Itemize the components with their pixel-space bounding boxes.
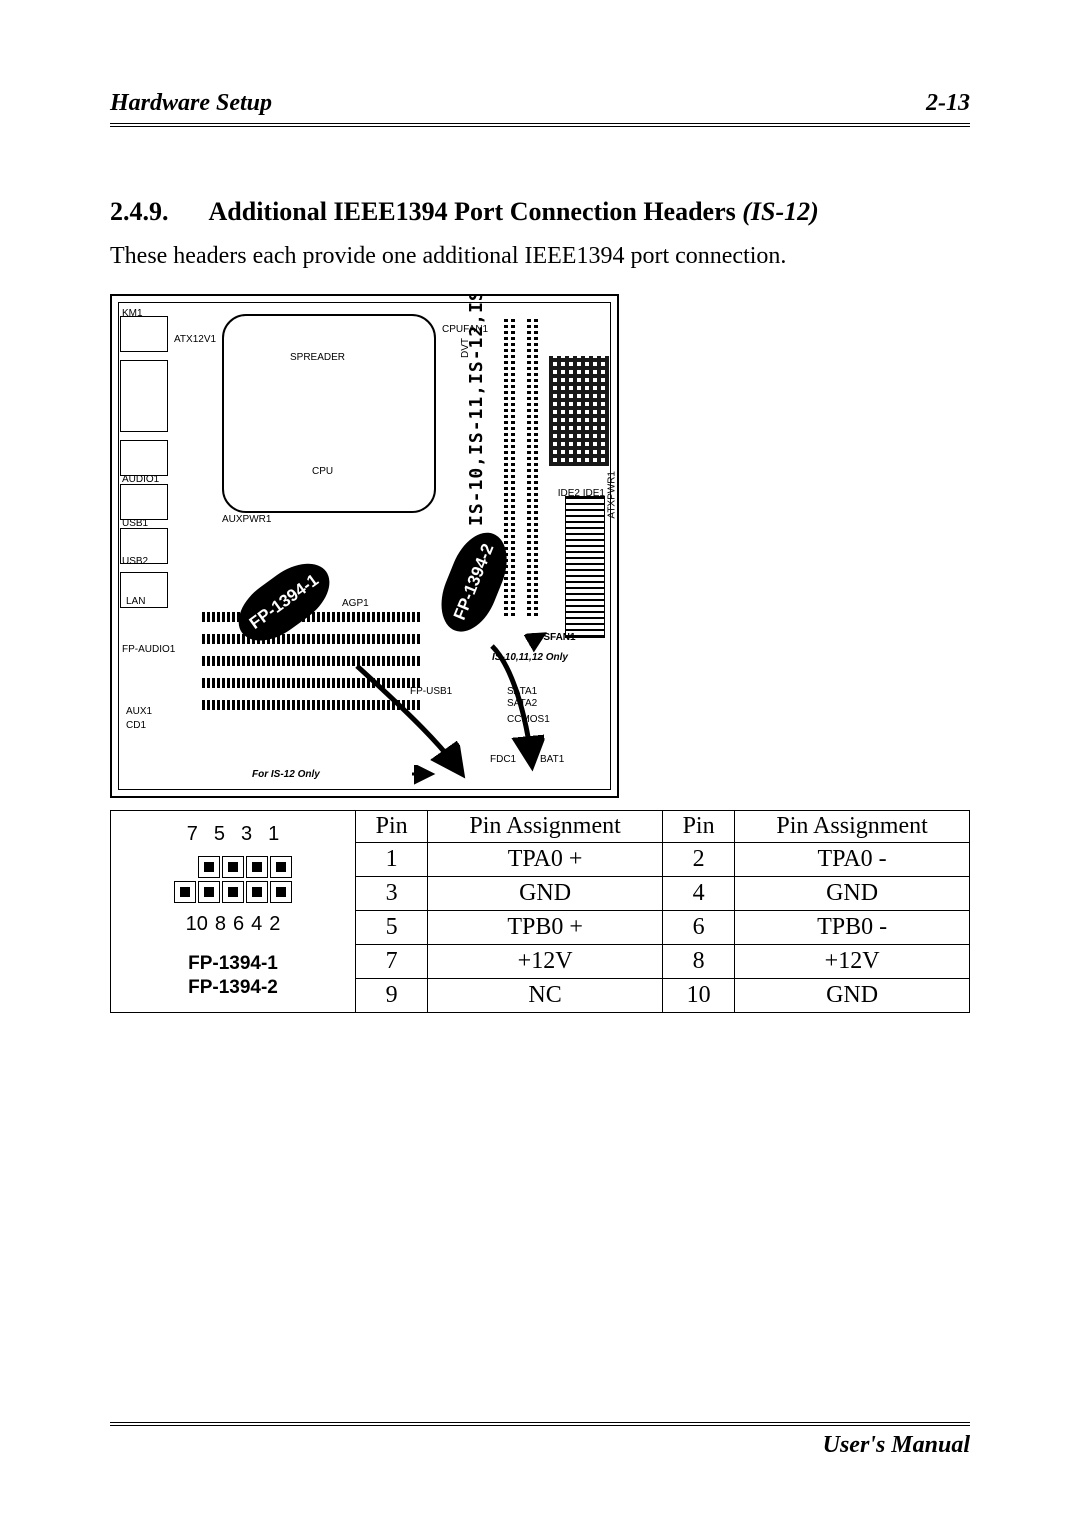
motherboard-diagram: KM1 ATX12V1 AUDIO1 USB1 USB2 LAN FP-AUDI… xyxy=(110,294,619,798)
pin-header-label-line1: FP-1394-1 xyxy=(188,952,278,976)
col-pin: Pin xyxy=(356,811,428,843)
header-title: Hardware Setup xyxy=(110,90,272,117)
pin-numbers-bottom: 10 8 6 4 2 xyxy=(186,913,281,936)
pin-num: 7 xyxy=(187,823,198,846)
table-row: 9 NC 10 GND xyxy=(356,978,970,1012)
cell-assignment: NC xyxy=(428,978,663,1012)
page-header: Hardware Setup 2-13 xyxy=(110,90,970,127)
pin-cell xyxy=(270,856,292,878)
pin-num: 2 xyxy=(269,913,280,936)
cell-pin: 10 xyxy=(662,978,734,1012)
pin-num: 1 xyxy=(268,823,279,846)
pin-header-label: FP-1394-1 FP-1394-2 xyxy=(188,952,278,1000)
pin-cell xyxy=(246,881,268,903)
section-title-text: Additional IEEE1394 Port Connection Head… xyxy=(209,197,736,226)
pin-cell xyxy=(198,881,220,903)
table-row: 5 TPB0 + 6 TPB0 - xyxy=(356,910,970,944)
cell-pin: 2 xyxy=(662,843,734,877)
pin-header-label-line2: FP-1394-2 xyxy=(188,976,278,1000)
table-row: 1 TPA0 + 2 TPA0 - xyxy=(356,843,970,877)
cell-pin: 5 xyxy=(356,910,428,944)
pin-cell xyxy=(222,881,244,903)
page: Hardware Setup 2-13 2.4.9. Additional IE… xyxy=(0,0,1080,1529)
pin-cell xyxy=(222,856,244,878)
table-row: 3 GND 4 GND xyxy=(356,876,970,910)
page-footer: User's Manual xyxy=(110,1422,970,1459)
cell-pin: 1 xyxy=(356,843,428,877)
pin-grid xyxy=(174,856,292,903)
pin-cell xyxy=(174,881,196,903)
table-row: 7 +12V 8 +12V xyxy=(356,944,970,978)
section-heading: 2.4.9. Additional IEEE1394 Port Connecti… xyxy=(110,197,970,227)
pin-num: 3 xyxy=(241,823,252,846)
pin-num: 4 xyxy=(251,913,262,936)
col-assignment: Pin Assignment xyxy=(428,811,663,843)
cell-pin: 4 xyxy=(662,876,734,910)
callout-arrows xyxy=(112,296,617,796)
cell-pin: 6 xyxy=(662,910,734,944)
cell-assignment: TPA0 - xyxy=(735,843,970,877)
cell-pin: 9 xyxy=(356,978,428,1012)
pin-cell xyxy=(270,881,292,903)
cell-pin: 7 xyxy=(356,944,428,978)
pin-num: 10 xyxy=(186,913,208,936)
pin-header-diagram: 7 5 3 1 xyxy=(110,810,355,1013)
section-title-suffix: (IS-12) xyxy=(742,197,819,226)
header-page-number: 2-13 xyxy=(926,90,970,117)
pin-assignment-table: Pin Pin Assignment Pin Pin Assignment 1 … xyxy=(355,810,970,1013)
col-pin: Pin xyxy=(662,811,734,843)
pin-assignment-area: 7 5 3 1 xyxy=(110,810,970,1013)
table-header-row: Pin Pin Assignment Pin Pin Assignment xyxy=(356,811,970,843)
cell-pin: 8 xyxy=(662,944,734,978)
cell-assignment: +12V xyxy=(428,944,663,978)
cell-assignment: +12V xyxy=(735,944,970,978)
section-number: 2.4.9. xyxy=(110,197,169,227)
pin-row-top xyxy=(198,856,292,878)
cell-assignment: TPA0 + xyxy=(428,843,663,877)
pin-cell xyxy=(246,856,268,878)
table-body: 1 TPA0 + 2 TPA0 - 3 GND 4 GND 5 TPB0 + 6… xyxy=(356,843,970,1013)
cell-pin: 3 xyxy=(356,876,428,910)
cell-assignment: GND xyxy=(735,876,970,910)
cell-assignment: GND xyxy=(428,876,663,910)
pin-num: 6 xyxy=(233,913,244,936)
pin-row-bottom xyxy=(174,881,292,903)
cell-assignment: TPB0 - xyxy=(735,910,970,944)
section-body: These headers each provide one additiona… xyxy=(110,243,970,270)
pin-num: 8 xyxy=(215,913,226,936)
cell-assignment: TPB0 + xyxy=(428,910,663,944)
section-title: Additional IEEE1394 Port Connection Head… xyxy=(209,197,819,227)
cell-assignment: GND xyxy=(735,978,970,1012)
pin-numbers-top: 7 5 3 1 xyxy=(187,823,280,846)
col-assignment: Pin Assignment xyxy=(735,811,970,843)
pin-num: 5 xyxy=(214,823,225,846)
pin-cell xyxy=(198,856,220,878)
